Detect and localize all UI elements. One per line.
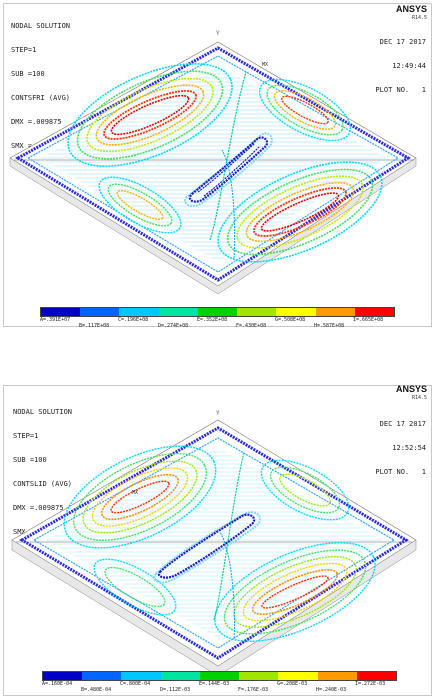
header-line: DMX =.009875 — [13, 504, 64, 512]
legend-label: E=.144E-03 — [199, 681, 230, 687]
plot-time: 12:52:54 — [392, 444, 426, 452]
legend-label: F=.176E-03 — [238, 687, 269, 693]
legend-swatch — [80, 308, 120, 316]
legend-swatch — [41, 308, 81, 316]
legend-label: I=.272E-03 — [355, 681, 386, 687]
vortex-bottom-right — [214, 542, 376, 642]
plot-frame — [3, 385, 432, 696]
ansys-logo: ANSYS — [395, 4, 427, 14]
vortex-bottom-left — [98, 176, 182, 234]
mx-marker: MX — [132, 490, 138, 496]
legend-label: G=.508E+08 — [275, 317, 306, 323]
y-axis-triad-label: Y — [216, 30, 220, 37]
header-line: STEP=1 — [13, 432, 39, 440]
header-line: SUB =100 — [13, 456, 47, 464]
legend-swatch — [82, 672, 122, 680]
contour-fill — [40, 66, 386, 262]
vortex-top-left — [67, 63, 233, 167]
legend-swatch — [276, 308, 316, 316]
plot-frame — [3, 3, 432, 327]
plot-info: DEC 17 2017 12:52:54 PLOT NO. 1 — [375, 404, 426, 492]
header-line: NODAL SOLUTION — [11, 22, 71, 30]
header-line: CONTSFRI (AVG) — [11, 94, 71, 102]
contact-friction-plot: NODAL SOLUTION STEP=1 SUB =100 CONTSFRI … — [0, 0, 435, 330]
legend-label: D=.274E+08 — [158, 323, 189, 329]
plot-number: PLOT NO. 1 — [375, 86, 426, 94]
outer-band — [15, 46, 411, 282]
cyan-band — [32, 437, 396, 649]
version-label: R14.5 — [411, 15, 427, 21]
color-legend-bar — [40, 307, 395, 317]
legend-swatch — [315, 308, 355, 316]
vortex-bottom-right — [217, 161, 383, 263]
cyan-band — [26, 55, 400, 273]
contour-fill — [46, 448, 382, 638]
header-line: STEP=1 — [11, 46, 37, 54]
legend-label: I=.665E+08 — [353, 317, 384, 323]
mx-marker: MX — [262, 62, 268, 68]
plot-date: DEC 17 2017 — [379, 420, 426, 428]
legend-swatch — [199, 672, 240, 680]
legend-swatch — [158, 308, 198, 316]
legend-swatch — [119, 308, 159, 316]
contour-vector-plot: MX — [9, 41, 417, 295]
legend-label: F=.430E+08 — [236, 323, 267, 329]
legend-label: C=.800E-04 — [120, 681, 151, 687]
plot-time: 12:49:44 — [392, 62, 426, 70]
plot-info: DEC 17 2017 12:49:44 PLOT NO. 1 — [375, 22, 426, 110]
contour-vector-plot: MX — [11, 419, 417, 677]
legend-label: B=.117E+08 — [79, 323, 110, 329]
legend-swatch — [121, 672, 161, 680]
separatrix — [221, 149, 236, 259]
separatrix — [213, 451, 245, 621]
plot-date: DEC 17 2017 — [379, 38, 426, 46]
header-line: SUB =100 — [11, 70, 45, 78]
legend-swatch — [197, 308, 238, 316]
color-legend-bar — [42, 671, 397, 681]
center-dogbone — [153, 511, 262, 584]
y-axis-triad-label: Y — [216, 410, 220, 417]
header-line: DMX =.009875 — [11, 118, 62, 126]
vortex-top-right — [258, 78, 352, 142]
legend-swatch — [317, 672, 357, 680]
legend-label: H=.587E+08 — [314, 323, 345, 329]
vortex-bottom-left — [93, 558, 177, 616]
legend-label: G=.208E-03 — [277, 681, 308, 687]
vortex-top-left — [63, 445, 217, 549]
legend-label: A=.160E-04 — [42, 681, 73, 687]
legend-swatch — [239, 672, 279, 680]
contact-sliding-plot: NODAL SOLUTION STEP=1 SUB =100 CONTSLID … — [0, 382, 435, 699]
header-line: CONTSLID (AVG) — [13, 480, 73, 488]
legend-label: B=.480E-04 — [81, 687, 112, 693]
plate-edge — [11, 539, 417, 677]
header-line: NODAL SOLUTION — [13, 408, 73, 416]
ansys-logo: ANSYS — [395, 384, 427, 394]
legend-swatch — [356, 672, 396, 680]
separatrix — [219, 531, 235, 639]
legend-label: D=.112E-03 — [160, 687, 191, 693]
version-label: R14.5 — [411, 395, 427, 401]
legend-label: H=.240E-03 — [316, 687, 347, 693]
separatrix — [209, 71, 247, 241]
legend-swatch — [278, 672, 318, 680]
plate-edge — [9, 157, 417, 295]
legend-swatch — [237, 308, 277, 316]
outer-band — [19, 426, 409, 660]
legend-swatch — [354, 308, 394, 316]
legend-swatch — [43, 672, 83, 680]
legend-swatch — [160, 672, 200, 680]
legend-label: E=.352E+08 — [197, 317, 228, 323]
plot-number: PLOT NO. 1 — [375, 468, 426, 476]
center-dogbone — [184, 132, 273, 208]
legend-label: A=.391E+07 — [40, 317, 71, 323]
legend-label: C=.196E+08 — [118, 317, 149, 323]
